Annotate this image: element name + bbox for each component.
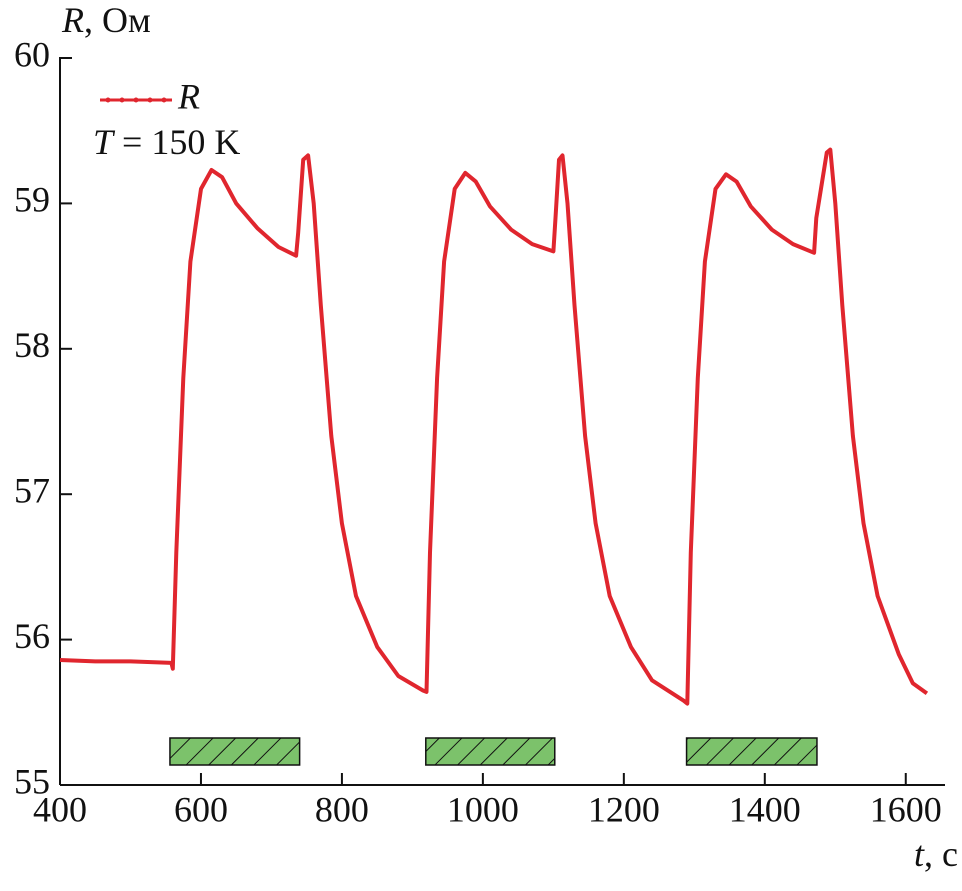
x-tick-label: 1000: [447, 789, 519, 829]
legend-dot: [147, 97, 153, 103]
y-tick-label: 56: [14, 616, 50, 656]
x-tick-label: 600: [174, 789, 228, 829]
x-tick-label: 400: [33, 789, 87, 829]
y-tick-label: 59: [14, 180, 50, 220]
y-axis-label: R, Ом: [61, 0, 151, 40]
shaded-hatch: [686, 738, 817, 765]
x-tick-label: 1400: [729, 789, 801, 829]
y-tick-label: 60: [14, 34, 50, 74]
shaded-hatch: [425, 738, 555, 765]
x-axis-label: t, с: [914, 834, 958, 874]
x-tick-label: 1200: [588, 789, 660, 829]
legend-dot: [105, 97, 111, 103]
y-tick-label: 57: [14, 470, 50, 510]
data-line: [59, 147, 929, 706]
legend-dot: [119, 97, 125, 103]
y-tick-label: 58: [14, 325, 50, 365]
annotation: T = 150 K: [93, 122, 240, 162]
legend-dot: [161, 97, 167, 103]
y-tick-label: 55: [14, 761, 50, 801]
shaded-hatch: [169, 738, 300, 765]
legend-dot: [133, 97, 139, 103]
x-tick-label: 1600: [870, 789, 942, 829]
x-tick-label: 800: [315, 789, 369, 829]
legend-label: R: [177, 76, 200, 116]
